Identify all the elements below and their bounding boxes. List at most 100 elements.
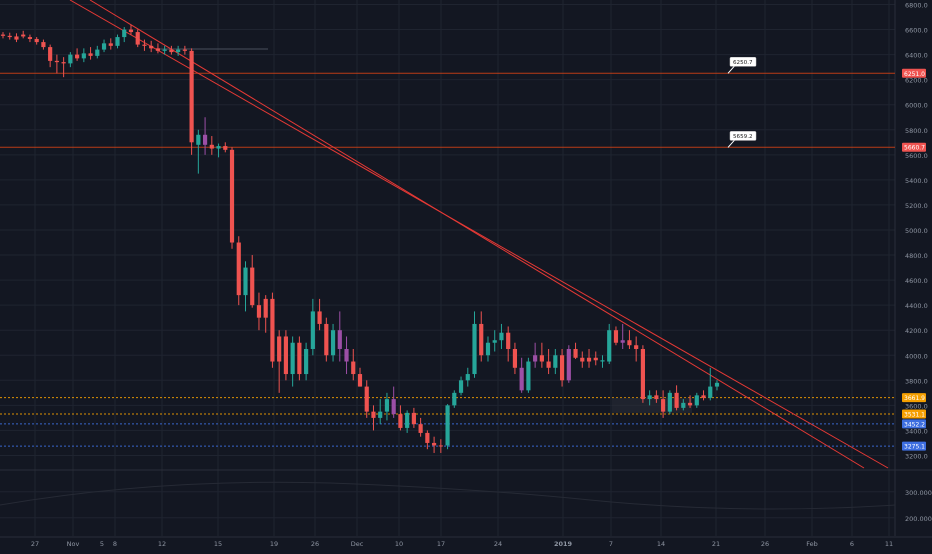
price-label-text: 3275.1: [904, 444, 925, 451]
candle-body: [263, 298, 268, 318]
candle-body: [384, 399, 390, 412]
callout-box: [729, 131, 757, 141]
candle-body: [216, 146, 221, 149]
y-tick-label: 5600.0: [905, 152, 928, 160]
candle-body: [620, 340, 625, 343]
candle-body: [546, 361, 551, 368]
candle-body: [458, 380, 464, 393]
candle-body: [425, 432, 430, 443]
callout-text: 6250.7: [733, 60, 753, 66]
candle-body: [34, 38, 39, 43]
candle-body: [155, 48, 161, 51]
x-tick-label: 10: [395, 540, 403, 548]
candle-body: [539, 355, 544, 362]
candle-body: [533, 355, 538, 362]
y-tick-label: 4000.0: [905, 352, 928, 360]
candle-body: [559, 355, 565, 381]
x-tick-label: Nov: [67, 540, 80, 548]
sub-y-tick-label: 300.0000: [905, 489, 932, 497]
candle-body: [714, 382, 720, 387]
candle-body: [492, 340, 497, 343]
x-tick-label: 21: [712, 540, 720, 548]
candle-body: [553, 355, 558, 368]
candle-body: [586, 357, 592, 362]
candle-body: [310, 311, 315, 349]
candle-body: [176, 49, 181, 53]
candle-body: [7, 35, 12, 38]
candle-body: [101, 43, 107, 50]
candle-body: [0, 34, 6, 36]
candle-body: [250, 267, 255, 306]
x-tick-label: 2019: [554, 540, 573, 548]
candle-body: [634, 345, 639, 349]
callout-text: 5659.2: [733, 134, 753, 140]
candle-body: [667, 392, 672, 412]
candle-body: [661, 399, 666, 412]
y-tick-label: 6800.0: [905, 2, 928, 10]
x-tick-label: 6: [850, 540, 854, 548]
price-label-box: [902, 142, 926, 152]
indicator-line: [0, 481, 896, 510]
price-label-text: 5660.7: [904, 145, 925, 152]
x-tick-label: 11: [885, 540, 893, 548]
x-tick-label: 26: [311, 540, 319, 548]
x-tick-label: Dec: [351, 540, 364, 548]
candle-body: [75, 54, 80, 59]
candle-body: [701, 395, 706, 398]
candle-body: [142, 44, 147, 46]
x-tick-label: 17: [437, 540, 445, 548]
candle-body: [452, 392, 457, 406]
sub-y-tick-label: 200.0000: [905, 515, 932, 523]
x-tick-label: 8: [113, 540, 117, 548]
candle-body: [223, 146, 228, 150]
candle-body: [613, 330, 619, 343]
candle-body: [270, 298, 275, 362]
candle-body: [189, 50, 194, 143]
candle-body: [681, 402, 686, 408]
candle-body: [182, 49, 187, 51]
candle-body: [115, 37, 120, 46]
candle-body: [337, 330, 342, 349]
candle-body: [122, 29, 127, 38]
candle-body: [135, 32, 140, 45]
candle-body: [687, 402, 693, 406]
y-tick-label: 4800.0: [905, 252, 928, 260]
candle-body: [21, 34, 26, 37]
candle-body: [317, 311, 322, 324]
candle-body: [465, 374, 470, 381]
candle-body: [499, 332, 504, 341]
callout-box: [729, 57, 757, 67]
y-tick-label: 3800.0: [905, 377, 928, 385]
candle-body: [398, 414, 403, 428]
y-tick-label: 3200.0: [905, 452, 928, 460]
price-label-box: [902, 68, 926, 78]
y-tick-label: 4200.0: [905, 327, 928, 335]
y-tick-label: 3400.0: [905, 427, 928, 435]
candle-body: [283, 336, 288, 375]
price-label-text: 3661.9: [904, 395, 925, 402]
y-tick-label: 3600.0: [905, 402, 928, 410]
candle-body: [654, 395, 659, 400]
y-tick-label: 4600.0: [905, 277, 928, 285]
candle-body: [526, 361, 531, 391]
candle-body: [512, 348, 518, 368]
candle-body: [519, 367, 524, 391]
candle-body: [694, 395, 699, 406]
candle-body: [209, 144, 214, 149]
candle-body: [229, 149, 235, 243]
support-zone: [612, 397, 692, 413]
price-label-box: [902, 393, 926, 403]
candle-body: [580, 357, 585, 362]
candle-body: [472, 323, 477, 375]
candle-body: [506, 332, 511, 349]
candle-body: [304, 348, 309, 375]
candle-body: [566, 348, 571, 381]
y-tick-label: 6600.0: [905, 27, 928, 35]
candle-body: [324, 323, 329, 356]
candle-body: [391, 399, 396, 415]
price-label-text: 3531.1: [904, 411, 925, 418]
x-tick-label: 24: [494, 540, 502, 548]
